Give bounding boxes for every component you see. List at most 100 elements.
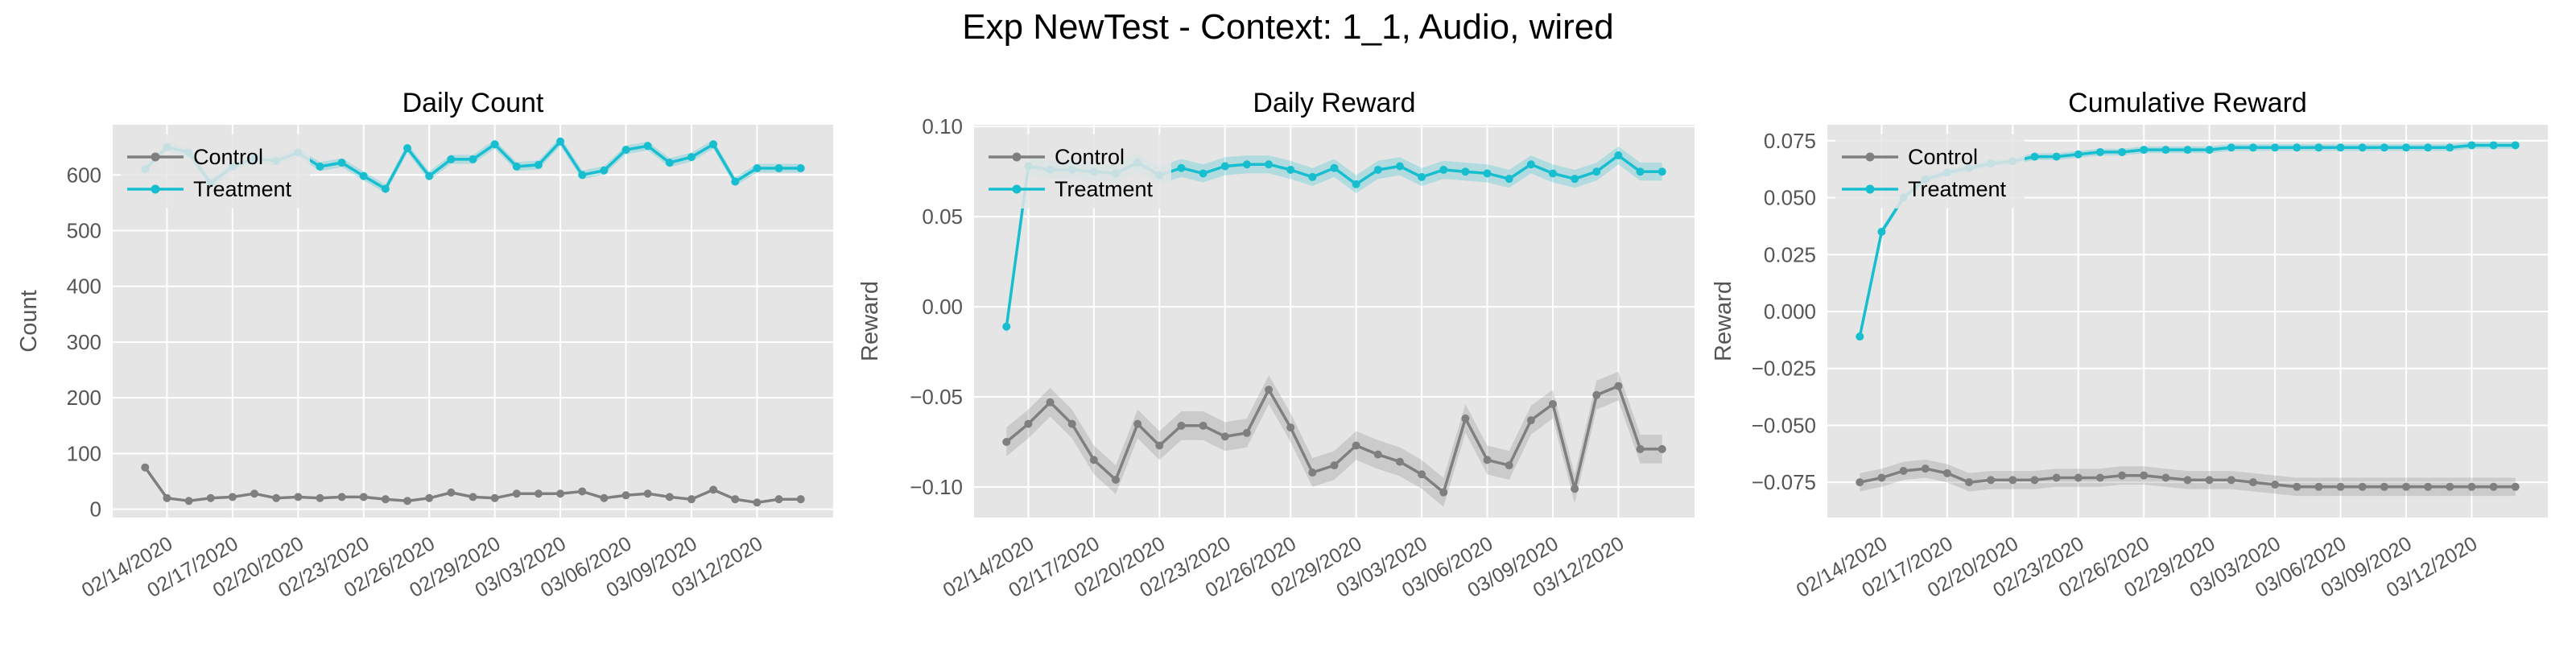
y-tick-label: 0.10 — [922, 114, 963, 138]
legend-label: Control — [193, 145, 263, 169]
data-point — [1418, 470, 1426, 479]
data-point — [2205, 476, 2214, 485]
data-point — [1352, 441, 1360, 450]
data-point — [359, 493, 368, 501]
data-point — [1308, 172, 1317, 181]
data-point — [1439, 165, 1448, 174]
data-point — [687, 153, 696, 162]
chart-title: Cumulative Reward — [2068, 88, 2307, 118]
data-point — [2074, 150, 2083, 159]
data-point — [272, 493, 281, 502]
data-point — [753, 163, 762, 172]
y-tick-label: 0.05 — [922, 204, 963, 229]
data-point — [1571, 175, 1579, 184]
data-point — [2183, 146, 2192, 155]
data-point — [1199, 169, 1208, 178]
legend-label: Control — [1055, 145, 1125, 169]
legend-marker — [1012, 152, 1022, 162]
data-point — [1548, 169, 1557, 178]
data-point — [2052, 473, 2061, 482]
data-point — [381, 495, 390, 504]
data-point — [2314, 482, 2323, 491]
data-point — [1877, 473, 1886, 482]
data-point — [2314, 143, 2323, 152]
data-point — [141, 463, 150, 472]
data-point — [1614, 151, 1623, 160]
data-point — [316, 162, 324, 171]
data-point — [1461, 414, 1470, 423]
data-point — [1636, 444, 1645, 453]
data-point — [2467, 482, 2476, 491]
data-point — [2293, 482, 2301, 491]
data-point — [1002, 322, 1011, 331]
y-tick-label: −0.075 — [1752, 470, 1816, 494]
data-point — [2095, 473, 2104, 482]
data-point — [2118, 147, 2127, 156]
data-point — [709, 140, 718, 149]
data-point — [2140, 146, 2149, 155]
data-point — [1921, 464, 1930, 473]
data-point — [1395, 457, 1404, 466]
data-point — [2074, 473, 2083, 482]
legend-marker — [151, 152, 160, 162]
data-point — [534, 489, 543, 498]
data-point — [337, 493, 346, 501]
data-point — [600, 166, 609, 175]
data-point — [1133, 419, 1142, 428]
legend-label: Treatment — [193, 177, 292, 201]
data-point — [184, 497, 193, 506]
y-tick-label: −0.025 — [1752, 357, 1816, 381]
data-point — [2161, 146, 2170, 155]
data-point — [294, 493, 303, 501]
data-point — [1242, 160, 1251, 169]
data-point — [1657, 444, 1666, 453]
data-point — [2095, 147, 2104, 156]
data-point — [1373, 450, 1382, 459]
data-point — [774, 495, 783, 504]
legend-marker — [1865, 152, 1875, 162]
data-point — [2401, 143, 2410, 152]
y-tick-label: 0 — [90, 497, 101, 522]
data-point — [578, 171, 587, 180]
data-point — [556, 489, 565, 498]
legend-label: Treatment — [1055, 177, 1154, 201]
chart-panel-1: 010020030040050060002/14/202002/17/20200… — [16, 88, 833, 602]
data-point — [447, 488, 456, 497]
y-tick-label: 600 — [67, 163, 101, 187]
data-point — [1265, 386, 1274, 394]
data-point — [1571, 485, 1579, 493]
y-tick-label: 0.00 — [922, 295, 963, 319]
legend-marker — [1012, 184, 1022, 194]
data-point — [1330, 461, 1339, 470]
data-point — [2030, 476, 2039, 485]
data-point — [2336, 143, 2345, 152]
data-point — [2227, 476, 2235, 485]
data-point — [1636, 167, 1645, 176]
y-tick-label: 0.075 — [1764, 129, 1816, 153]
data-point — [469, 493, 477, 501]
confidence-band — [145, 137, 801, 194]
data-point — [687, 495, 696, 504]
y-tick-label: 0.025 — [1764, 242, 1816, 266]
data-point — [2118, 471, 2127, 480]
data-point — [1067, 419, 1076, 428]
data-point — [1395, 162, 1404, 171]
data-point — [1657, 167, 1666, 176]
chart-title: Daily Count — [402, 88, 544, 118]
data-point — [1899, 467, 1908, 476]
data-point — [534, 160, 543, 169]
data-point — [1592, 390, 1601, 399]
data-point — [1877, 227, 1886, 236]
data-point — [2380, 482, 2388, 491]
data-point — [1548, 399, 1557, 408]
data-point — [2380, 143, 2388, 152]
data-point — [1965, 478, 1974, 487]
data-point — [796, 495, 805, 504]
data-point — [1352, 180, 1360, 188]
data-point — [1330, 163, 1339, 172]
data-point — [731, 177, 740, 186]
data-point — [425, 171, 434, 180]
data-point — [2052, 152, 2061, 161]
data-point — [381, 184, 390, 193]
